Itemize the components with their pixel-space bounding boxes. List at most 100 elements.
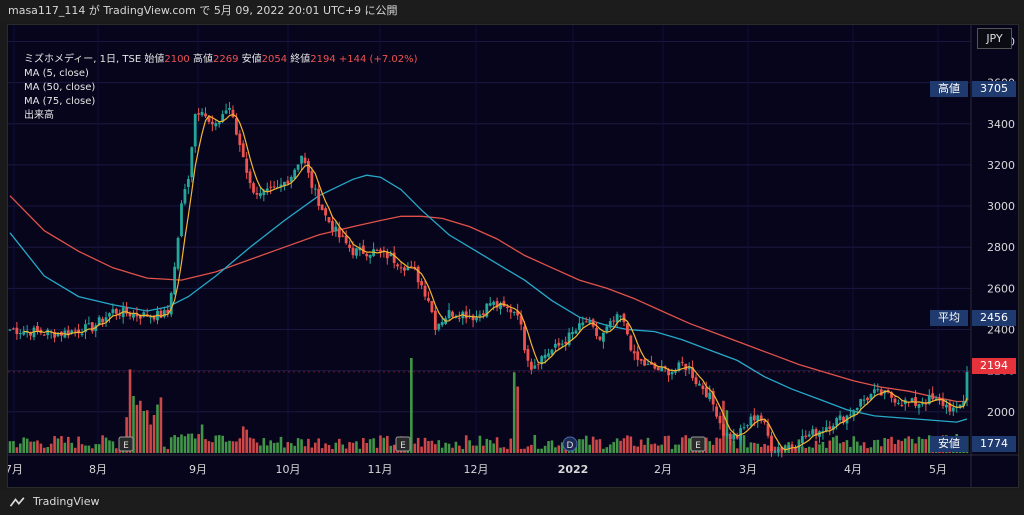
volume-bar <box>22 437 26 453</box>
candle-body <box>159 310 163 318</box>
candle-body <box>722 424 725 436</box>
volume-bar <box>43 447 46 453</box>
volume-bar <box>591 436 595 453</box>
volume-bar <box>238 438 242 453</box>
volume-bar <box>639 439 643 453</box>
candle-body <box>485 303 489 317</box>
dividend-marker[interactable] <box>562 436 578 452</box>
volume-bar <box>427 440 430 453</box>
volume-bar <box>873 440 876 453</box>
volume-bar <box>886 439 890 453</box>
candle-body <box>584 321 588 323</box>
volume-bar <box>351 442 355 453</box>
volume-bar <box>890 436 893 453</box>
candle-body <box>279 184 283 188</box>
candle-body <box>732 434 736 440</box>
volume-bar <box>283 447 286 453</box>
volume-bar <box>756 443 760 453</box>
volume-bar <box>252 438 255 453</box>
volume-bar <box>855 441 859 453</box>
legend-ma5[interactable]: MA (5, close) <box>24 68 89 79</box>
volume-bar <box>879 446 883 453</box>
candle-body <box>643 359 646 366</box>
volume-bar <box>485 438 489 453</box>
candle-body <box>238 133 242 145</box>
candle-body <box>780 447 784 451</box>
candle-body <box>128 313 132 317</box>
earnings-marker[interactable] <box>690 436 706 452</box>
candle-body <box>351 247 355 256</box>
volume-bar <box>910 438 914 453</box>
volume-bar <box>259 445 262 453</box>
volume-bar <box>516 386 519 453</box>
candle-body <box>766 423 770 436</box>
candle-body <box>15 327 19 335</box>
currency-label[interactable]: JPY <box>977 28 1012 49</box>
earnings-marker[interactable] <box>118 436 134 452</box>
candle-body <box>118 314 122 316</box>
candle-body <box>186 178 190 188</box>
candle-body <box>701 385 705 390</box>
volume-bar <box>80 444 84 453</box>
candle-body <box>451 311 454 317</box>
candle-body <box>505 306 509 309</box>
marker-letter: E <box>123 441 129 451</box>
candle-body <box>749 416 753 426</box>
tradingview-logo[interactable]: TradingView <box>8 495 99 508</box>
volume-bar <box>108 440 111 453</box>
chart-legend: ミズホメディー, 1日, TSE 始値2100 高値2269 安値2054 終値… <box>24 53 418 123</box>
candle-body <box>499 302 502 310</box>
volume-bar <box>104 437 108 453</box>
legend-open-label: 始値 <box>144 54 165 65</box>
volume-bar <box>255 442 259 453</box>
legend-ohlc-row: ミズホメディー, 1日, TSE 始値2100 高値2269 安値2054 終値… <box>24 53 418 67</box>
candle-body <box>162 310 166 317</box>
volume-bar <box>739 437 742 453</box>
legend-volume[interactable]: 出来高 <box>24 110 54 121</box>
candle-body <box>571 331 574 335</box>
volume-bar <box>420 446 423 453</box>
legend-symbol: ミズホメディー, 1日, TSE <box>24 54 142 65</box>
volume-bar <box>39 443 43 453</box>
x-tick-label: 3月 <box>739 463 757 476</box>
volume-bar <box>8 441 12 453</box>
candle-body <box>234 118 238 135</box>
volume-bar <box>200 424 204 453</box>
legend-low-value: 2054 <box>261 54 288 65</box>
volume-bar <box>204 439 207 453</box>
volume-bar <box>533 435 537 453</box>
candle-body <box>331 220 334 231</box>
candle-body <box>190 147 194 178</box>
legend-change: +144 (+7.02%) <box>338 54 418 65</box>
candle-body <box>245 158 249 173</box>
candle-body <box>427 298 430 301</box>
price-chart[interactable]: 2000220024002600280030003200340036003800… <box>8 25 1018 487</box>
volume-bar <box>84 445 87 453</box>
candle-body <box>835 418 839 426</box>
legend-ma50[interactable]: MA (50, close) <box>24 82 96 93</box>
candle-body <box>348 244 351 249</box>
volume-bar <box>197 434 200 453</box>
volume-bar <box>389 445 393 453</box>
y-tick-label: 2000 <box>987 406 1015 419</box>
volume-bar <box>379 435 382 453</box>
volume-bar <box>262 438 266 453</box>
chart-frame[interactable]: 2000220024002600280030003200340036003800… <box>7 24 1019 488</box>
candle-body <box>512 311 516 313</box>
legend-ma75[interactable]: MA (75, close) <box>24 96 96 107</box>
candle-body <box>574 330 578 334</box>
earnings-marker[interactable] <box>395 436 411 452</box>
volume-bar <box>584 435 588 453</box>
volume-bar <box>77 436 80 453</box>
candle-body <box>553 343 557 348</box>
candle-body <box>931 393 935 400</box>
volume-bar <box>814 440 818 453</box>
volume-bar <box>794 447 797 453</box>
volume-bar <box>464 435 468 453</box>
x-tick-label: 8月 <box>89 463 107 476</box>
volume-bar <box>461 448 465 453</box>
volume-bar <box>317 438 321 453</box>
candle-body <box>300 155 303 164</box>
volume-bar <box>622 438 626 453</box>
volume-bar <box>430 440 434 453</box>
